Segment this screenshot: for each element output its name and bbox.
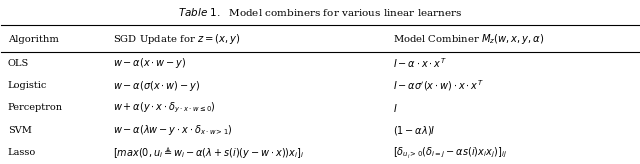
Text: $w - \alpha(\sigma(x \cdot w) - y)$: $w - \alpha(\sigma(x \cdot w) - y)$: [113, 79, 200, 93]
Text: $I - \alpha \cdot x \cdot x^T$: $I - \alpha \cdot x \cdot x^T$: [394, 57, 447, 70]
Text: OLS: OLS: [8, 59, 29, 68]
Text: $\it{Table\ 1.}$  Model combiners for various linear learners: $\it{Table\ 1.}$ Model combiners for var…: [178, 6, 462, 18]
Text: $w - \alpha(\lambda w - y \cdot x \cdot \delta_{x \cdot w > 1})$: $w - \alpha(\lambda w - y \cdot x \cdot …: [113, 123, 232, 137]
Text: $I$: $I$: [394, 102, 398, 114]
Text: $[max(0, u_i \triangleq w_i - \alpha(\lambda + s(i)(y - w \cdot x))x_i]_i$: $[max(0, u_i \triangleq w_i - \alpha(\la…: [113, 145, 304, 160]
Text: Lasso: Lasso: [8, 148, 36, 157]
Text: Model Combiner $M_z(w, x, y, \alpha)$: Model Combiner $M_z(w, x, y, \alpha)$: [394, 32, 545, 46]
Text: Algorithm: Algorithm: [8, 35, 59, 44]
Text: Perceptron: Perceptron: [8, 103, 63, 113]
Text: $w - \alpha(x \cdot w - y)$: $w - \alpha(x \cdot w - y)$: [113, 56, 186, 71]
Text: SGD Update for $z = (x, y)$: SGD Update for $z = (x, y)$: [113, 32, 241, 46]
Text: $[\delta_{u_i > 0}(\delta_{i=j} - \alpha s(i) x_i x_j)]_{ij}$: $[\delta_{u_i > 0}(\delta_{i=j} - \alpha…: [394, 145, 508, 160]
Text: $(1 - \alpha\lambda)I$: $(1 - \alpha\lambda)I$: [394, 124, 436, 137]
Text: SVM: SVM: [8, 126, 31, 135]
Text: $I - \alpha\sigma'(x \cdot w) \cdot x \cdot x^T$: $I - \alpha\sigma'(x \cdot w) \cdot x \c…: [394, 78, 484, 93]
Text: Logistic: Logistic: [8, 81, 47, 90]
Text: $w + \alpha(y \cdot x \cdot \delta_{y \cdot x \cdot w \leq 0})$: $w + \alpha(y \cdot x \cdot \delta_{y \c…: [113, 101, 216, 115]
